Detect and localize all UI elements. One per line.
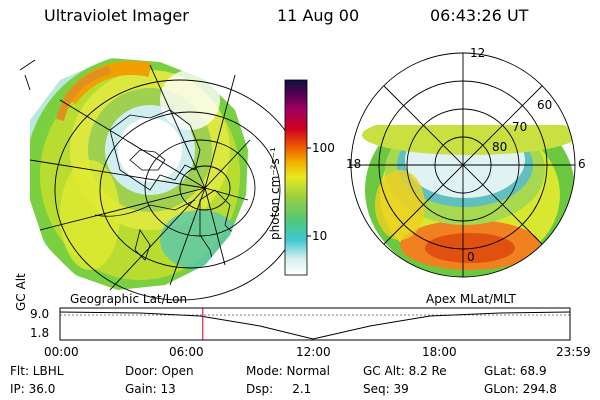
instrument-title: Ultraviolet Imager — [44, 6, 189, 25]
gain-info: Gain: 13 — [125, 382, 176, 396]
door-info: Door: Open — [125, 364, 194, 378]
x-tick-1200: 12:00 — [296, 345, 331, 359]
x-tick-2359: 23:59 — [556, 345, 591, 359]
glon-info: GLon: 294.8 — [484, 382, 557, 396]
mlat-80-label: 80 — [492, 140, 508, 154]
mlt-18-label: 18 — [346, 157, 362, 171]
x-tick-1800: 18:00 — [422, 345, 457, 359]
mlt-6-label: 6 — [578, 157, 586, 171]
colorbar-tick-100: 100 — [312, 141, 335, 155]
colorbar-unit-label: photon cm⁻²s⁻¹ — [268, 147, 282, 240]
mlt-12-label: 12 — [470, 46, 486, 60]
altitude-ymax: 9.0 — [30, 307, 50, 321]
date-label: 11 Aug 00 — [277, 6, 360, 25]
filter-info: Flt: LBHL — [10, 364, 64, 378]
altitude-ymin: 1.8 — [30, 326, 50, 340]
x-tick-0600: 06:00 — [169, 345, 204, 359]
ip-info: IP: 36.0 — [10, 382, 56, 396]
altitude-plot-ylabel: GC Alt — [14, 273, 28, 311]
mlat-70-label: 70 — [512, 120, 528, 134]
glat-info: GLat: 68.9 — [484, 364, 547, 378]
seq-info: Seq: 39 — [363, 382, 409, 396]
mode-info: Mode: Normal — [246, 364, 330, 378]
dsp-info: Dsp: 2.1 — [246, 382, 312, 396]
time-label: 06:43:26 UT — [430, 6, 529, 25]
colorbar-tick-10: 10 — [312, 229, 328, 243]
geographic-map-label: Geographic Lat/Lon — [70, 292, 188, 306]
x-tick-0000: 00:00 — [44, 345, 79, 359]
apex-map-label: Apex MLat/MLT — [426, 292, 516, 306]
mlt-0-label: 0 — [467, 250, 475, 264]
gc-alt-info: GC Alt: 8.2 Re — [363, 364, 447, 378]
mlat-60-label: 60 — [537, 98, 553, 112]
